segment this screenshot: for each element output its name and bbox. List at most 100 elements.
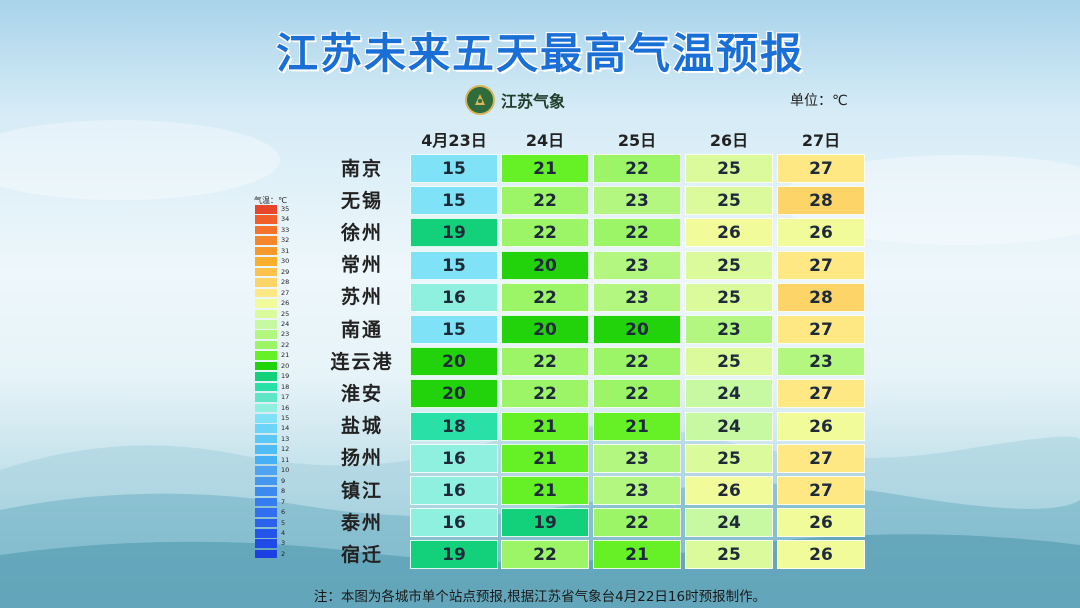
legend-label: 2 — [281, 549, 286, 558]
temperature-cell: 21 — [501, 476, 589, 505]
legend-swatch — [255, 372, 277, 381]
city-label: 盐城 — [340, 415, 383, 438]
legend-swatch — [255, 215, 277, 225]
legend-label: 9 — [281, 476, 286, 485]
temperature-cell: 15 — [410, 250, 498, 280]
temperature-cell: 23 — [593, 250, 681, 280]
logo: 江苏气象 — [465, 84, 565, 116]
temperature-cell: 24 — [685, 411, 773, 441]
temperature-cell: 16 — [410, 508, 498, 538]
legend-label: 25 — [281, 309, 290, 318]
legend-label: 31 — [281, 246, 290, 255]
temperature-cell: 19 — [410, 218, 498, 248]
legend-label: 24 — [281, 319, 290, 328]
temperature-cell: 25 — [685, 250, 773, 280]
temperature-cell: 26 — [777, 540, 865, 570]
temperature-cell: 26 — [685, 476, 773, 505]
city-label: 南京 — [340, 157, 383, 180]
legend-label: 21 — [281, 351, 290, 360]
legend-label: 26 — [281, 299, 290, 308]
legend-swatch — [255, 539, 277, 548]
legend-swatch — [255, 257, 277, 266]
temperature-cell: 20 — [501, 315, 589, 344]
legend-title: 气温：℃ — [254, 196, 287, 205]
city-label: 徐州 — [340, 221, 383, 244]
legend-swatch — [255, 330, 277, 339]
legend-label: 16 — [281, 403, 290, 412]
temperature-cell: 27 — [777, 250, 865, 280]
legend-label: 27 — [281, 288, 290, 297]
temperature-cell: 25 — [685, 347, 773, 377]
temperature-cell: 21 — [593, 540, 681, 570]
temperature-cell: 25 — [685, 154, 773, 183]
city-label: 南通 — [340, 318, 383, 341]
temperature-cell: 28 — [777, 186, 865, 216]
temperature-cell: 21 — [501, 154, 589, 183]
city-label: 无锡 — [340, 189, 383, 212]
legend-swatch — [255, 236, 277, 245]
temperature-cell: 25 — [685, 540, 773, 570]
legend-swatch — [255, 351, 277, 360]
legend-label: 8 — [281, 487, 286, 496]
legend-swatch — [255, 319, 277, 329]
legend-label: 3 — [281, 539, 286, 548]
legend-label: 33 — [281, 225, 290, 234]
temperature-cell: 16 — [410, 476, 498, 505]
unit-label: 单位：℃ — [790, 93, 848, 109]
legend-swatch — [255, 497, 277, 507]
date-header: 26日 — [709, 131, 749, 150]
temperature-cell: 21 — [593, 411, 681, 441]
legend-swatch — [255, 455, 277, 465]
temperature-cell: 22 — [593, 379, 681, 409]
temperature-cell: 18 — [410, 411, 498, 441]
temperature-cell: 16 — [410, 443, 498, 473]
city-label: 镇江 — [340, 479, 383, 502]
city-label: 连云港 — [330, 350, 394, 373]
temperature-cell: 22 — [501, 186, 589, 216]
legend-label: 20 — [281, 361, 290, 370]
legend-label: 13 — [281, 434, 290, 443]
legend-swatch — [255, 549, 277, 559]
legend-label: 29 — [281, 267, 290, 276]
legend-label: 28 — [281, 278, 290, 287]
legend-label: 22 — [281, 340, 290, 349]
legend-label: 10 — [281, 466, 290, 475]
legend-swatch — [255, 508, 277, 517]
temperature-cell: 28 — [777, 282, 865, 312]
legend-swatch — [255, 528, 277, 538]
temperature-cell: 25 — [685, 186, 773, 216]
temperature-cell: 20 — [410, 347, 498, 377]
legend-swatch — [255, 205, 277, 214]
temperature-cell: 27 — [777, 379, 865, 409]
logo-text: 江苏气象 — [501, 92, 566, 111]
legend-swatch — [255, 299, 277, 308]
temperature-cell: 26 — [685, 218, 773, 248]
temperature-cell: 23 — [593, 443, 681, 473]
legend-swatch — [255, 424, 277, 434]
legend-label: 14 — [281, 424, 290, 433]
temperature-cell: 25 — [685, 443, 773, 473]
legend-swatch — [255, 267, 277, 277]
legend-swatch — [255, 340, 277, 350]
legend-swatch — [255, 403, 277, 413]
legend-label: 12 — [281, 445, 290, 454]
legend-swatch — [255, 445, 277, 454]
temperature-cell: 15 — [410, 154, 498, 183]
legend-swatch — [255, 382, 277, 392]
temperature-cell: 16 — [410, 282, 498, 312]
legend-label: 6 — [281, 508, 286, 517]
temperature-cell: 24 — [685, 379, 773, 409]
city-label: 淮安 — [340, 382, 383, 405]
temperature-cell: 22 — [593, 347, 681, 377]
temperature-cell: 15 — [410, 186, 498, 216]
legend-swatch — [255, 518, 277, 528]
logo-emblem-icon — [465, 85, 495, 115]
temperature-cell: 23 — [685, 315, 773, 344]
temperature-cell: 23 — [593, 186, 681, 216]
temperature-cell: 23 — [593, 476, 681, 505]
legend-label: 15 — [281, 414, 290, 422]
legend-label: 17 — [281, 393, 290, 402]
legend-swatch — [255, 414, 277, 423]
date-header: 4月23日 — [421, 131, 487, 150]
date-header: 24日 — [525, 131, 565, 150]
